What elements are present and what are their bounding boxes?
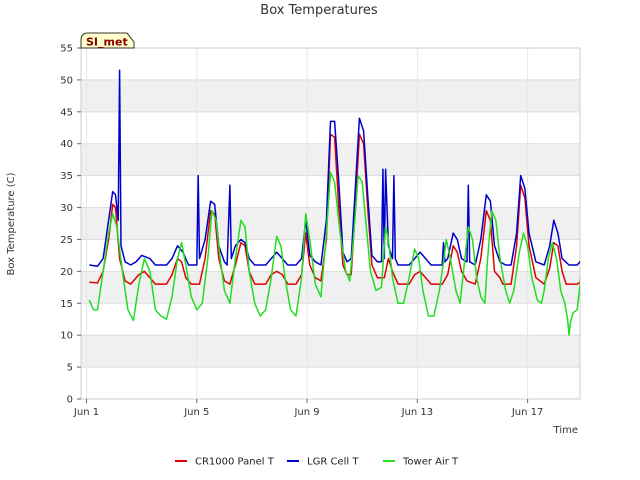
x-axis-label: Time	[553, 425, 578, 436]
series-line-1	[89, 69, 580, 268]
site-label: SI_met	[86, 36, 128, 49]
x-tick-label: Jun 1	[73, 407, 99, 418]
y-tick-label: 40	[60, 139, 73, 150]
y-tick-label: 45	[60, 107, 73, 118]
x-tick-label: Jun 17	[511, 407, 544, 418]
plot-band	[81, 207, 580, 240]
x-axis-ticks: Jun 1 Jun 5 Jun 9 Jun 13 Jun 17	[73, 399, 543, 418]
y-tick-label: 55	[60, 44, 73, 55]
y-tick-label: 30	[60, 203, 73, 214]
legend-label: Tower Air T	[402, 457, 459, 468]
plot-band	[81, 335, 580, 368]
y-axis-label: Box Temperature (C)	[6, 172, 17, 275]
plot-band	[81, 271, 580, 304]
series-line-2	[88, 171, 580, 336]
y-tick-label: 10	[60, 331, 73, 342]
x-tick-label: Jun 9	[293, 407, 319, 418]
plot-frame	[80, 47, 581, 400]
y-tick-label: 35	[60, 171, 73, 182]
x-tick-label: Jun 5	[183, 407, 209, 418]
x-tick-label: Jun 13	[401, 407, 434, 418]
y-tick-label: 5	[67, 363, 73, 374]
y-tick-label: 20	[60, 267, 73, 278]
y-axis-ticks: 0 5 10 15 20 25 30 35 40 45 50 55	[60, 44, 81, 406]
legend-label: LGR Cell T	[307, 457, 359, 468]
y-tick-label: 50	[60, 75, 73, 86]
series-lines	[88, 69, 580, 336]
legend-label: CR1000 Panel T	[195, 457, 275, 468]
y-tick-label: 0	[67, 395, 73, 406]
site-label-box: SI_met	[80, 32, 135, 49]
plot-band	[81, 79, 580, 112]
legend: CR1000 Panel T LGR Cell T Tower Air T	[175, 457, 459, 468]
y-tick-label: 15	[60, 299, 73, 310]
y-tick-label: 25	[60, 235, 73, 246]
chart-title: Box Temperatures	[260, 3, 378, 18]
